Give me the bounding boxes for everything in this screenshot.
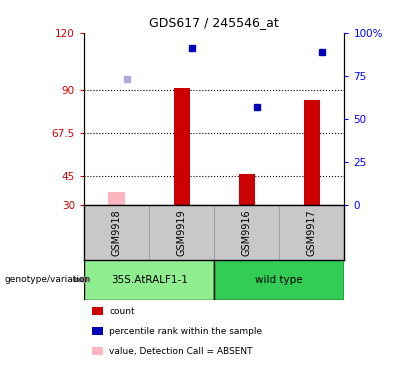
Bar [214,260,344,300]
Text: percentile rank within the sample: percentile rank within the sample [109,327,262,336]
Text: value, Detection Call = ABSENT: value, Detection Call = ABSENT [109,347,253,356]
Title: GDS617 / 245546_at: GDS617 / 245546_at [150,16,279,29]
Text: GSM9918: GSM9918 [112,209,121,256]
Text: genotype/variation: genotype/variation [4,276,90,284]
Bar [304,100,320,205]
Bar [173,88,190,205]
Bar [84,260,214,300]
Text: count: count [109,307,135,315]
Bar [239,174,255,205]
Text: GSM9917: GSM9917 [307,209,317,256]
Text: wild type: wild type [255,275,303,285]
Text: GSM9919: GSM9919 [177,209,186,256]
Bar [108,191,125,205]
Text: 35S.AtRALF1-1: 35S.AtRALF1-1 [110,275,188,285]
Text: GSM9916: GSM9916 [242,209,252,256]
